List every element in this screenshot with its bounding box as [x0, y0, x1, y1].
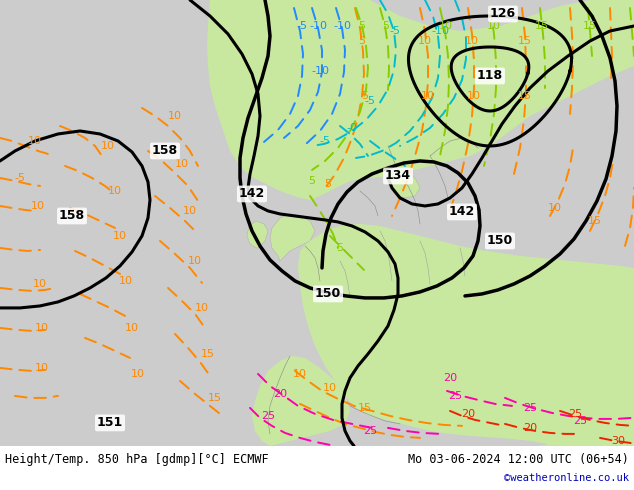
- Text: Height/Temp. 850 hPa [gdmp][°C] ECMWF: Height/Temp. 850 hPa [gdmp][°C] ECMWF: [5, 453, 269, 466]
- Text: 5: 5: [309, 176, 316, 186]
- Text: 10: 10: [465, 36, 479, 46]
- Polygon shape: [387, 166, 420, 198]
- Text: -10: -10: [311, 66, 329, 76]
- Text: -5: -5: [365, 96, 375, 106]
- Text: 20: 20: [443, 373, 457, 383]
- Polygon shape: [247, 221, 268, 248]
- Text: 10: 10: [439, 21, 453, 31]
- Text: -10: -10: [431, 26, 449, 36]
- Text: 10: 10: [323, 383, 337, 393]
- Text: 134: 134: [385, 170, 411, 182]
- Text: 142: 142: [239, 188, 265, 200]
- Text: 10: 10: [31, 201, 45, 211]
- Text: 5: 5: [358, 36, 365, 46]
- Text: 15: 15: [358, 403, 372, 413]
- Text: 5: 5: [325, 179, 332, 189]
- Text: 25: 25: [523, 403, 537, 413]
- Text: 10: 10: [548, 203, 562, 213]
- Text: -5: -5: [297, 21, 307, 31]
- Text: 30: 30: [611, 436, 625, 446]
- Text: -10: -10: [333, 21, 351, 31]
- Text: 15: 15: [588, 216, 602, 226]
- Text: 10: 10: [188, 256, 202, 266]
- Polygon shape: [540, 436, 634, 446]
- Text: 25: 25: [261, 411, 275, 421]
- Text: 10: 10: [467, 91, 481, 101]
- Text: 151: 151: [97, 416, 123, 429]
- Text: -5: -5: [389, 26, 401, 36]
- Text: 10: 10: [35, 363, 49, 373]
- Text: 5: 5: [358, 21, 365, 31]
- Text: 15: 15: [535, 21, 549, 31]
- Polygon shape: [207, 0, 634, 200]
- Text: 150: 150: [315, 288, 341, 300]
- Text: 126: 126: [490, 7, 516, 21]
- Text: 5: 5: [382, 21, 389, 31]
- Text: 20: 20: [461, 409, 475, 419]
- Text: -5: -5: [320, 136, 330, 146]
- Polygon shape: [270, 214, 315, 261]
- Text: 142: 142: [449, 205, 475, 219]
- Text: 15: 15: [208, 393, 222, 403]
- Text: 10: 10: [487, 21, 501, 31]
- Text: 158: 158: [152, 145, 178, 157]
- Text: 10: 10: [101, 141, 115, 151]
- Text: 25: 25: [568, 409, 582, 419]
- Text: 158: 158: [59, 209, 85, 222]
- Text: 10: 10: [119, 276, 133, 286]
- Text: 25: 25: [448, 391, 462, 401]
- Text: 10: 10: [108, 186, 122, 196]
- Polygon shape: [298, 224, 634, 446]
- Text: 10: 10: [421, 91, 435, 101]
- Text: 10: 10: [113, 231, 127, 241]
- Text: 5: 5: [337, 243, 344, 253]
- Text: 10: 10: [28, 136, 42, 146]
- Text: 10: 10: [195, 303, 209, 313]
- Text: 10: 10: [33, 279, 47, 289]
- Text: 118: 118: [477, 70, 503, 82]
- Text: 15: 15: [518, 36, 532, 46]
- Text: 10: 10: [293, 369, 307, 379]
- Text: ©weatheronline.co.uk: ©weatheronline.co.uk: [504, 473, 629, 483]
- Text: 20: 20: [523, 423, 537, 433]
- Text: 20: 20: [273, 389, 287, 399]
- Text: Mo 03-06-2024 12:00 UTC (06+54): Mo 03-06-2024 12:00 UTC (06+54): [408, 453, 629, 466]
- Text: -0: -0: [347, 123, 358, 133]
- Text: 25: 25: [363, 426, 377, 436]
- Text: 150: 150: [487, 234, 513, 247]
- Text: 25: 25: [573, 416, 587, 426]
- Text: 10: 10: [168, 111, 182, 121]
- Text: 10: 10: [183, 206, 197, 216]
- Text: 15: 15: [583, 21, 597, 31]
- Text: 10: 10: [418, 36, 432, 46]
- Text: -10: -10: [309, 21, 327, 31]
- Text: 15: 15: [518, 91, 532, 101]
- Text: 10: 10: [35, 323, 49, 333]
- Text: 10: 10: [131, 369, 145, 379]
- Polygon shape: [252, 356, 350, 446]
- Text: -5: -5: [15, 173, 25, 183]
- Text: 5: 5: [361, 91, 368, 101]
- Text: 10: 10: [175, 159, 189, 169]
- Text: 15: 15: [201, 349, 215, 359]
- Text: 10: 10: [125, 323, 139, 333]
